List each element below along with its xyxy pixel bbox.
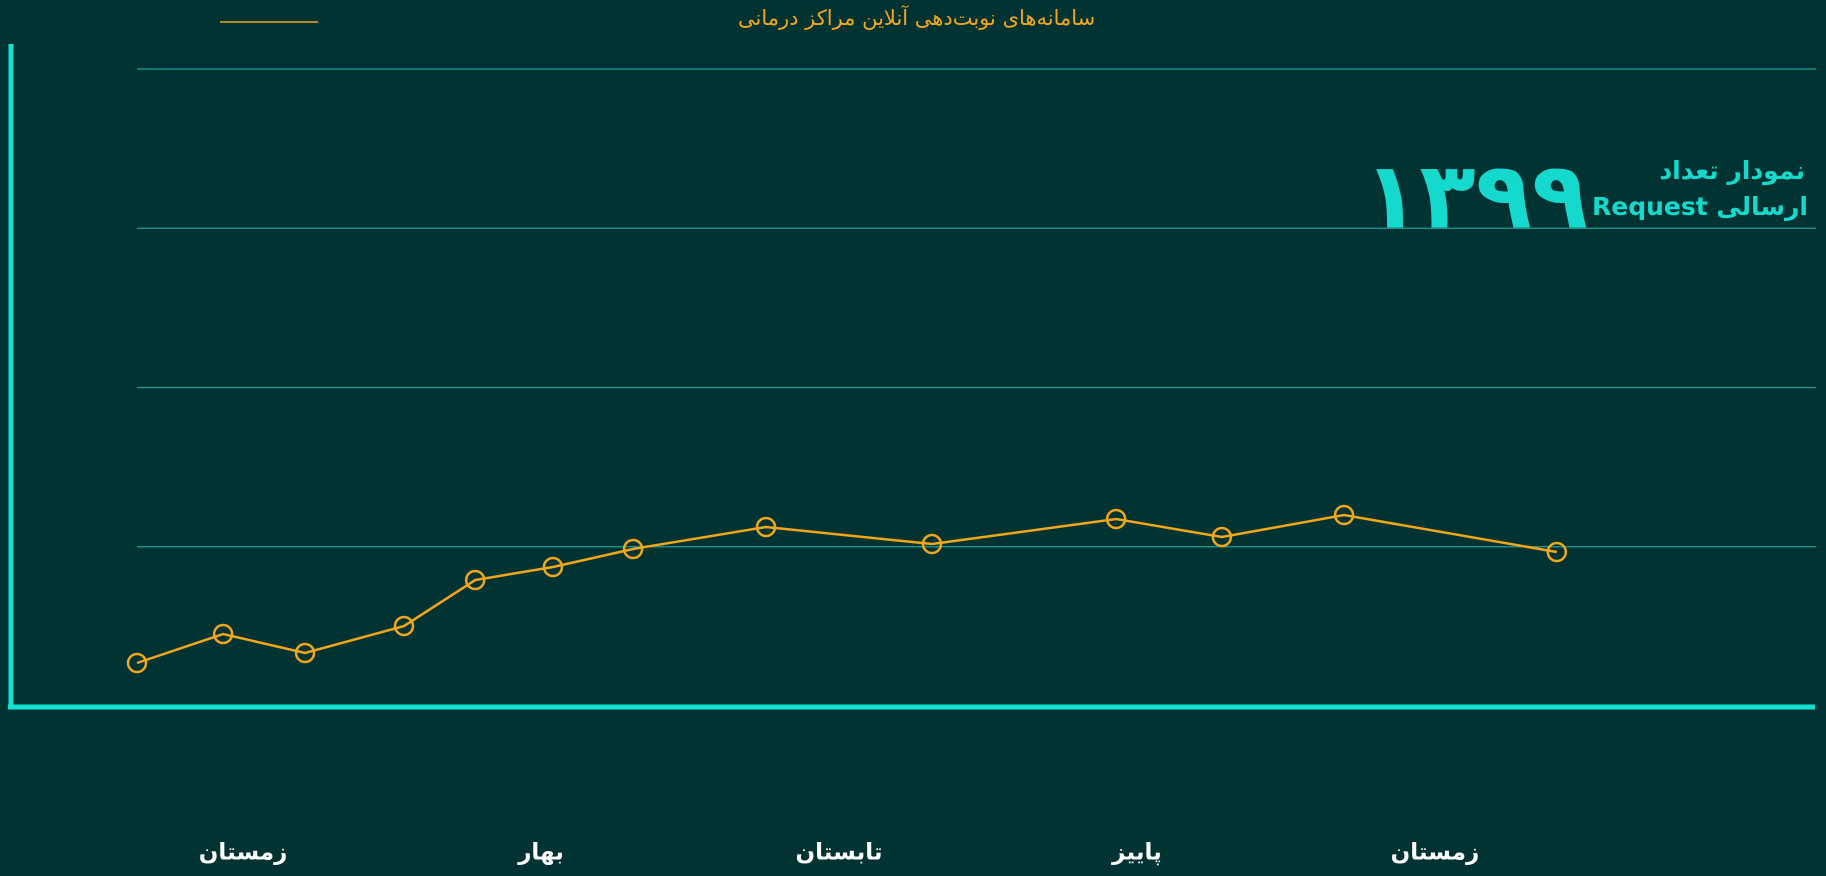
year: ۱۳۹۹: [1363, 142, 1588, 249]
point: [1546, 541, 1568, 563]
point: [294, 642, 316, 664]
point: [1105, 508, 1127, 530]
point: [393, 615, 415, 637]
x-tick-label: پاییز: [1111, 840, 1162, 866]
title: نمودار تعداد: [1659, 156, 1805, 186]
series-line: [136, 513, 1558, 665]
point: [1211, 526, 1233, 548]
x-tick-label: تابستان: [796, 840, 883, 866]
point: [755, 516, 777, 538]
point: [1333, 504, 1355, 526]
point: [622, 538, 644, 560]
title: Request ارسالی: [1592, 192, 1808, 221]
x-tick-label: زمستان: [1391, 840, 1480, 866]
x-tick-label: زمستان: [199, 840, 288, 866]
point: [212, 623, 234, 645]
legend-label: سامانه‌های نوبت‌دهی آنلاین مراکز درمانی: [738, 5, 1095, 30]
point: [921, 533, 943, 555]
point: [542, 556, 564, 578]
point: [464, 569, 486, 591]
point: [126, 652, 148, 674]
x-tick-label: بهار: [517, 840, 564, 866]
